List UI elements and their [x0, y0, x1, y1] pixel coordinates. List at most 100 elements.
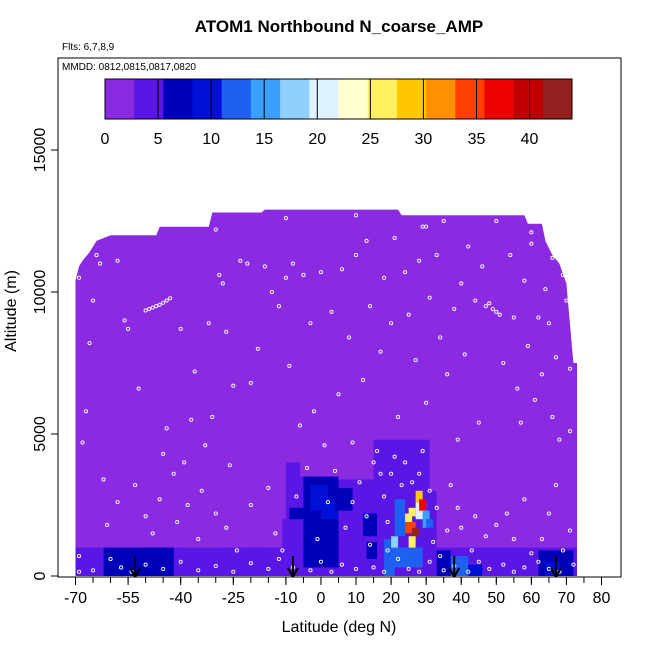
sample-point	[522, 278, 527, 283]
heatmap-cell	[422, 510, 430, 528]
sample-point	[318, 559, 324, 564]
sample-point	[445, 528, 450, 533]
sample-point	[529, 241, 534, 246]
sample-point	[406, 312, 411, 317]
x-tick-label: 70	[558, 590, 576, 607]
y-axis: 0 5000 10000 15000	[32, 128, 58, 580]
sample-point	[357, 480, 362, 485]
colorbar-swatch	[367, 79, 398, 119]
heatmap-cells	[75, 434, 577, 576]
sample-point	[308, 568, 313, 573]
sample-point	[203, 443, 208, 448]
sample-point	[560, 272, 565, 278]
sample-point	[487, 301, 492, 306]
colorbar-swatch	[542, 79, 573, 119]
sample-point	[504, 511, 509, 516]
sample-point	[143, 562, 148, 567]
sample-point	[273, 531, 278, 536]
sample-point	[329, 309, 334, 314]
sample-point	[539, 537, 544, 542]
sample-point	[189, 417, 194, 422]
heatmap-cell	[426, 519, 434, 528]
sample-point	[213, 227, 218, 232]
sample-point	[353, 253, 359, 258]
sample-point	[161, 300, 166, 305]
colorbar-tick-label: 30	[415, 131, 433, 148]
sample-point	[227, 463, 232, 468]
sample-point	[497, 312, 502, 317]
sample-point	[452, 306, 457, 312]
sample-point	[546, 511, 551, 516]
sample-point	[396, 556, 401, 562]
heatmap-cell	[412, 527, 420, 537]
x-tick-label: 50	[487, 590, 505, 607]
sample-point	[375, 448, 380, 454]
sample-point	[94, 253, 99, 258]
sample-point	[164, 298, 169, 303]
heatmap-cell	[384, 539, 395, 576]
sample-point	[385, 548, 390, 553]
sample-point	[115, 258, 120, 263]
sample-point	[550, 414, 555, 420]
sample-point	[136, 386, 141, 391]
sample-point	[382, 494, 387, 499]
sample-point	[294, 494, 299, 499]
sample-point	[543, 287, 548, 292]
x-tick-label: 80	[593, 590, 611, 607]
heatmap-cell	[405, 522, 416, 534]
sample-point	[455, 437, 460, 442]
measurement-field	[75, 209, 577, 576]
sample-point	[424, 400, 429, 405]
sample-point	[417, 258, 422, 263]
sample-point	[87, 341, 92, 346]
colorbar-swatch	[192, 79, 223, 119]
sample-point	[133, 483, 138, 488]
sample-point	[476, 420, 481, 425]
x-tick-label: 10	[347, 590, 365, 607]
heatmap-cell	[320, 499, 339, 520]
sample-point	[196, 568, 201, 573]
sample-point	[115, 500, 120, 505]
sample-point	[571, 562, 576, 567]
sample-point	[269, 289, 274, 295]
sample-point	[161, 451, 166, 456]
sample-point	[403, 270, 408, 275]
sample-point	[441, 568, 446, 573]
colorbar-swatch	[426, 79, 456, 119]
sample-point	[518, 420, 523, 425]
sample-point	[515, 386, 520, 391]
sample-point	[283, 216, 288, 221]
sample-point	[501, 360, 506, 366]
sample-point	[213, 564, 218, 569]
sample-point	[539, 372, 544, 377]
sample-point	[382, 275, 387, 280]
sample-point	[511, 569, 516, 574]
sample-point	[220, 281, 225, 286]
heatmap-cell	[363, 513, 378, 537]
sample-point	[480, 264, 485, 269]
colorbar-swatch	[338, 79, 369, 119]
heatmap-cell	[243, 547, 265, 568]
heatmap-cell	[366, 541, 378, 559]
sample-point	[266, 566, 271, 571]
sample-point	[567, 528, 572, 533]
sample-point	[368, 542, 373, 547]
sample-point	[469, 548, 474, 553]
heatmap-cell	[317, 519, 335, 557]
x-tick-label: -55	[117, 590, 140, 607]
x-tick-label: 0	[317, 590, 326, 607]
sample-point	[76, 569, 82, 574]
sample-point	[353, 213, 359, 218]
sample-point	[389, 321, 394, 326]
flights-label: Flts: 6,7,8,9	[62, 42, 115, 53]
colorbar-tick-label: 5	[154, 131, 163, 148]
sample-point	[143, 514, 148, 519]
colorbar-swatch	[484, 79, 515, 119]
sample-point	[406, 566, 411, 571]
sample-point	[304, 466, 309, 471]
sample-point	[287, 363, 292, 368]
heatmap-cell	[419, 499, 427, 511]
sample-point	[529, 551, 534, 556]
sample-point	[494, 309, 499, 314]
colorbar-swatch	[513, 79, 544, 119]
